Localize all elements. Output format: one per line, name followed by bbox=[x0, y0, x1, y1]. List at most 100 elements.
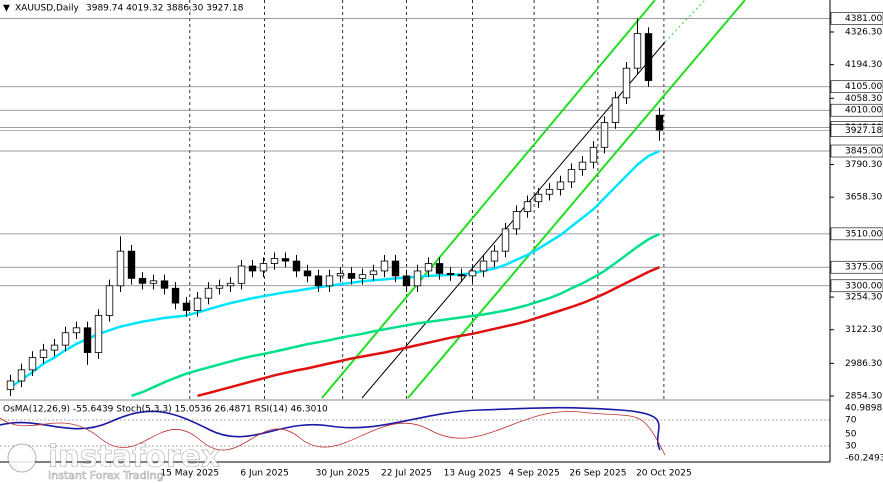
moving-average bbox=[197, 266, 660, 398]
candle-body bbox=[204, 287, 213, 299]
indicator-label: 70 bbox=[845, 416, 857, 426]
indicator-line bbox=[0, 406, 661, 451]
candle-body bbox=[413, 270, 422, 287]
candle-body bbox=[50, 344, 59, 351]
y-tick-label: 4058.30 bbox=[845, 94, 882, 104]
candle-body bbox=[215, 285, 224, 289]
candle-body bbox=[380, 260, 389, 272]
candle-body bbox=[193, 297, 202, 311]
level-label: 3375.00 bbox=[845, 263, 882, 273]
y-tick-label: 3790.30 bbox=[845, 160, 882, 170]
candle-body bbox=[61, 332, 70, 346]
candle-body bbox=[402, 275, 411, 287]
x-tick-label: 6 Jun 2025 bbox=[240, 469, 288, 479]
candle-body bbox=[578, 161, 587, 170]
tagline: Instant Forex Trading bbox=[48, 469, 164, 482]
level-box bbox=[830, 103, 883, 117]
candle-body bbox=[567, 169, 576, 183]
level-box bbox=[830, 144, 883, 158]
y-tick-label: 2986.30 bbox=[845, 359, 882, 369]
x-tick-label: 26 Sep 2025 bbox=[569, 469, 626, 479]
y-tick-label: 3254.30 bbox=[845, 293, 882, 303]
candle-body bbox=[116, 250, 125, 287]
candle-body bbox=[325, 275, 334, 287]
candle-body bbox=[369, 270, 378, 276]
indicator-label: 50 bbox=[845, 430, 857, 440]
candle-body bbox=[28, 357, 37, 371]
candle-body bbox=[226, 282, 235, 287]
candle-body bbox=[182, 302, 191, 311]
level-label: 4381.00 bbox=[845, 14, 882, 24]
candle-body bbox=[556, 181, 565, 190]
moving-average bbox=[131, 232, 661, 397]
x-tick-label: 20 Oct 2025 bbox=[636, 469, 692, 479]
indicator-label: -60.2493 bbox=[845, 454, 883, 464]
level-box bbox=[830, 12, 883, 25]
y-tick-label: 3122.30 bbox=[845, 325, 882, 335]
candle-body bbox=[457, 274, 466, 277]
candle-body bbox=[655, 114, 664, 132]
candle-body bbox=[512, 211, 521, 230]
x-tick-label: 22 Jul 2025 bbox=[381, 469, 432, 479]
candle-body bbox=[622, 67, 631, 99]
candle-body bbox=[127, 250, 136, 279]
level-label: 3845.00 bbox=[845, 147, 882, 157]
candle-body bbox=[545, 188, 554, 195]
candle-body bbox=[303, 270, 312, 277]
candle-body bbox=[424, 263, 433, 272]
candle-body bbox=[435, 263, 444, 274]
level-box bbox=[830, 260, 883, 274]
level-label: 3300.00 bbox=[845, 281, 882, 291]
indicator-legend: OsMA(12,26,9) -55.6439 Stoch(5,3,3) 15.0… bbox=[3, 405, 328, 415]
candle-body bbox=[259, 263, 268, 272]
level-label: 4105.00 bbox=[845, 82, 882, 92]
candle-body bbox=[314, 275, 323, 287]
candle-body bbox=[17, 369, 26, 382]
candle-body bbox=[336, 273, 345, 277]
candle-body bbox=[83, 327, 92, 353]
level-box bbox=[830, 279, 883, 293]
x-tick-label: 4 Sep 2025 bbox=[508, 469, 559, 479]
candle-body bbox=[600, 122, 609, 148]
current-price-box bbox=[830, 124, 883, 137]
y-tick-label: 4326.30 bbox=[845, 27, 882, 37]
candle-body bbox=[105, 285, 114, 316]
indicator-panel bbox=[0, 401, 830, 461]
candle-body bbox=[160, 280, 169, 289]
x-tick-label: 30 Jun 2025 bbox=[316, 469, 370, 479]
indicator-label: 40.9898 bbox=[845, 404, 882, 414]
ohlc-values: 3989.74 4019.32 3886.30 3927.18 bbox=[86, 4, 244, 14]
candle-body bbox=[633, 33, 642, 69]
candle-body bbox=[446, 273, 455, 276]
level-box bbox=[830, 80, 883, 94]
brand: instaforex bbox=[48, 440, 220, 475]
candle-body bbox=[72, 327, 81, 334]
candle-body bbox=[237, 265, 246, 284]
candle-body bbox=[248, 265, 257, 272]
candle-body bbox=[138, 277, 147, 284]
candle-body bbox=[171, 287, 180, 304]
candle-body bbox=[94, 315, 103, 353]
candle-body bbox=[468, 270, 477, 277]
current-price-label: 3927.18 bbox=[845, 126, 882, 136]
candle-body bbox=[479, 260, 488, 272]
candle-body bbox=[490, 250, 499, 262]
candle-body bbox=[523, 201, 532, 212]
indicator-label: 30 bbox=[845, 442, 857, 452]
candle-body bbox=[501, 228, 510, 252]
candle-body bbox=[347, 273, 356, 279]
candle-body bbox=[391, 260, 400, 277]
symbol-title: XAUUSD,Daily bbox=[15, 4, 79, 14]
x-tick-label: 13 Aug 2025 bbox=[444, 469, 502, 479]
watermark: instaforex Instant Forex Trading bbox=[7, 439, 221, 482]
candle-body bbox=[39, 349, 48, 358]
candle-body bbox=[358, 274, 367, 279]
candle-body bbox=[281, 258, 290, 262]
moving-average bbox=[9, 149, 661, 389]
indicator-line bbox=[0, 410, 666, 456]
candle-body bbox=[6, 380, 15, 391]
y-tick-label: 2854.30 bbox=[845, 391, 882, 401]
candle-body bbox=[149, 280, 158, 284]
collapse-icon[interactable]: ▼ bbox=[3, 4, 10, 14]
